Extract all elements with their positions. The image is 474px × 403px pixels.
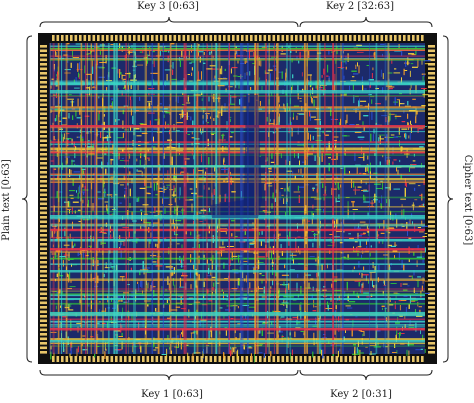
key3-label: Key 3 [0:63] <box>137 1 199 12</box>
key2-low-label: Key 2 [0:31] <box>330 389 392 400</box>
io-pads <box>40 35 435 362</box>
cipher-text-brace <box>442 35 454 363</box>
key2-low-brace <box>299 369 433 381</box>
signal-band <box>50 328 425 331</box>
plain-text-label: Plain text [0:63] <box>1 159 12 241</box>
plain-text-brace <box>21 35 33 363</box>
power-rail <box>50 340 425 343</box>
routing-channel <box>210 95 262 218</box>
power-rail <box>50 90 425 94</box>
cipher-text-label: Cipher text [0:63] <box>462 154 473 246</box>
key1-label: Key 1 [0:63] <box>141 389 203 400</box>
key3-brace <box>39 16 299 28</box>
chip-core <box>50 43 425 354</box>
key2-high-brace <box>299 16 433 28</box>
key1-brace <box>39 369 299 381</box>
signal-band <box>50 248 425 251</box>
power-rail <box>50 165 425 168</box>
signal-band <box>50 125 425 128</box>
power-rail <box>50 312 425 316</box>
key2-high-label: Key 2 [32:63] <box>325 1 395 12</box>
power-rail <box>50 270 425 273</box>
